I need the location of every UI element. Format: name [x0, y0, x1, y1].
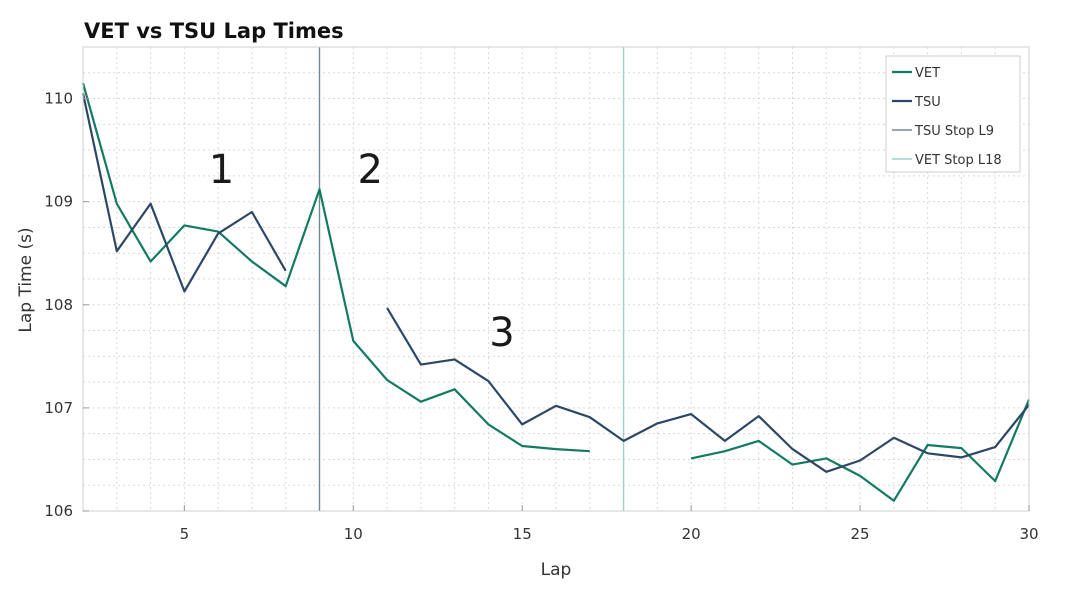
y-tick-label: 110	[44, 90, 73, 108]
annotation-1: 1	[209, 147, 234, 193]
legend-label-3: VET Stop L18	[915, 153, 1002, 168]
stop-lines	[318, 47, 625, 511]
series-line-tsu	[81, 93, 1030, 473]
x-tick-label: 15	[513, 525, 532, 543]
legend-label-0: VET	[915, 66, 940, 81]
x-axis-label: Lap	[541, 560, 572, 580]
plot-frame	[82, 46, 1030, 512]
y-axis-label: Lap Time (s)	[16, 227, 36, 332]
annotations: 1 2 3	[209, 147, 515, 356]
x-tick-label: 5	[180, 525, 190, 543]
chart-title: VET vs TSU Lap Times	[84, 19, 344, 43]
series-line-vet	[81, 82, 1031, 502]
y-tick-label: 108	[44, 296, 73, 314]
series-lines	[81, 82, 1031, 502]
legend: VET TSU TSU Stop L9 VET Stop L18	[885, 55, 1021, 173]
y-tick-labels: 106 107 108 109 110	[44, 90, 89, 520]
x-tick-label: 10	[344, 525, 363, 543]
x-tick-label: 20	[682, 525, 701, 543]
x-tick-label: 25	[851, 525, 870, 543]
y-tick-label: 109	[44, 193, 73, 211]
y-tick-label: 106	[44, 502, 73, 520]
annotation-2: 2	[357, 147, 382, 193]
annotation-3: 3	[489, 310, 514, 356]
legend-label-2: TSU Stop L9	[914, 124, 994, 139]
legend-box	[885, 55, 1021, 173]
x-tick-label: 30	[1019, 525, 1038, 543]
x-tick-labels: 5 10 15 20 25 30	[180, 505, 1039, 543]
y-tick-label: 107	[44, 399, 73, 417]
legend-label-1: TSU	[914, 95, 941, 110]
